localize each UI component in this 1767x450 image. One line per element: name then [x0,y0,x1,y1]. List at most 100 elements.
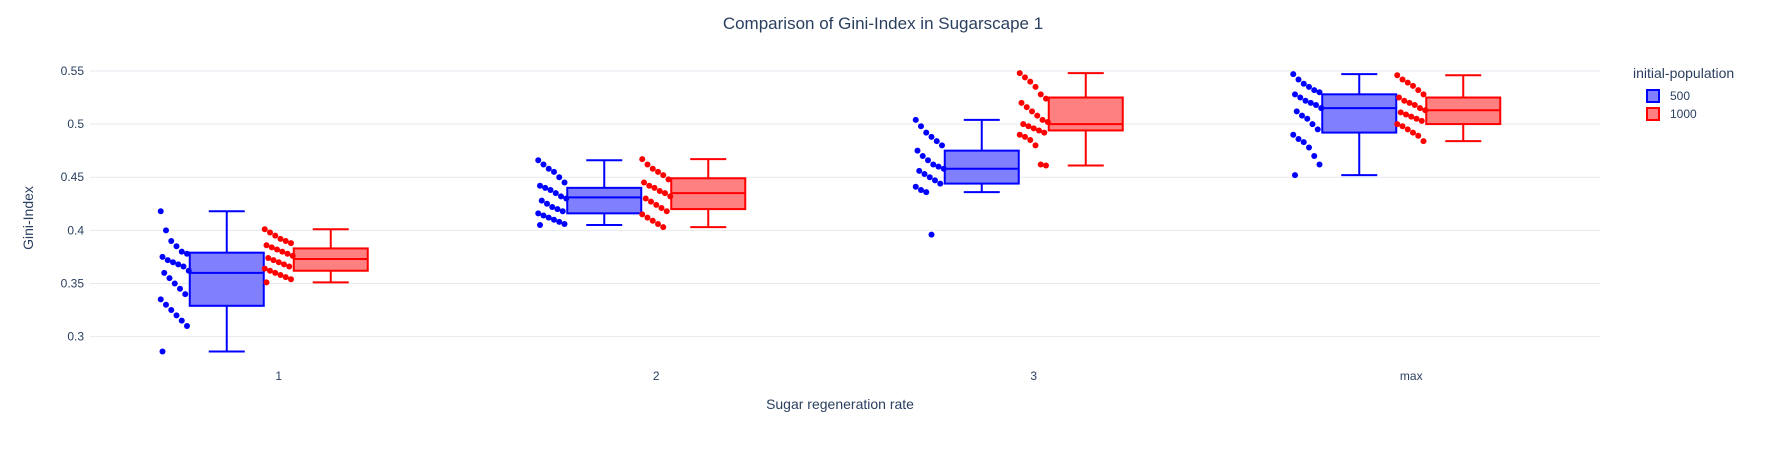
data-point [563,195,570,202]
data-point [1295,135,1302,142]
data-point [554,206,561,213]
data-point [932,177,938,184]
data-point [639,156,646,163]
data-point [1399,123,1406,130]
data-point [1404,126,1411,133]
data-point [159,253,166,260]
data-point [1309,121,1316,128]
data-point [1018,99,1025,106]
data-point [1034,112,1041,119]
y-tick-label: 0.35 [61,276,85,290]
box-body [943,149,1020,185]
data-point [646,182,653,189]
data-point [1020,121,1027,128]
data-point [173,312,180,319]
legend: initial-population 500 1000 [1633,65,1734,121]
data-point [663,208,670,215]
data-point [166,275,173,282]
data-point [263,242,270,249]
box-500-max [1290,71,1398,179]
box-body [1047,96,1124,132]
data-point [272,232,279,239]
data-point [667,193,674,200]
data-point [1399,76,1406,83]
data-point [1300,139,1307,146]
data-point [263,279,270,286]
data-point [914,147,921,154]
legend-label-1000: 1000 [1670,107,1697,121]
data-point [926,174,933,181]
data-point [282,237,289,244]
data-point [540,212,547,219]
data-point [558,193,564,200]
data-point [1408,113,1415,120]
data-point [656,188,663,195]
data-point [1030,125,1037,132]
data-point [1418,117,1425,124]
data-point [540,161,547,168]
data-point [912,116,919,123]
data-point [1313,101,1319,108]
data-point [653,201,660,208]
data-point [282,274,289,281]
data-point [542,184,549,191]
data-point [168,237,175,244]
data-point [1394,72,1401,79]
data-point [1029,108,1035,115]
data-point [1314,126,1321,133]
data-point [1290,71,1297,78]
data-point [923,189,930,196]
data-point [184,322,190,329]
data-point [286,263,293,270]
data-point [918,123,924,130]
data-point [1302,97,1309,104]
data-point [1044,118,1051,125]
data-point [939,142,945,149]
data-point [556,174,563,181]
legend-label-500: 500 [1670,89,1690,103]
data-point [561,179,568,186]
data-point [1410,82,1416,89]
data-point [1417,105,1423,112]
data-point [1043,162,1049,169]
legend-swatch-1000 [1646,107,1660,121]
data-point [277,271,284,278]
data-point [547,186,554,193]
data-point [665,176,672,183]
data-point [157,208,164,215]
data-point [1300,80,1307,87]
data-point [925,157,931,164]
data-point [1022,74,1028,81]
data-point [159,348,166,355]
data-point [1293,108,1300,115]
data-point [559,208,566,215]
data-point [1411,101,1418,108]
data-point [277,235,284,242]
data-point [1037,91,1044,98]
data-point [545,165,552,172]
data-point [1041,129,1048,136]
data-point [923,129,930,136]
data-point [537,222,543,229]
data-point [163,227,169,234]
data-point [279,248,286,255]
legend-swatch-500 [1646,89,1660,103]
data-point [1306,144,1312,151]
data-point [270,257,277,264]
data-point [267,267,273,274]
data-point [551,216,557,223]
box-1000-max [1394,72,1502,145]
x-tick-label: 1 [275,369,282,383]
data-point [1292,172,1298,179]
y-tick-labels: 0.3 0.35 0.4 0.45 0.5 0.55 [61,64,85,344]
data-point [537,182,543,189]
box-body [1321,93,1398,134]
data-point [1032,83,1039,90]
data-point [1295,76,1302,83]
data-point [171,280,178,287]
data-point [1025,123,1032,130]
data-point [184,250,190,257]
data-point [1422,107,1429,114]
data-point [1413,115,1420,122]
data-point [177,285,183,292]
